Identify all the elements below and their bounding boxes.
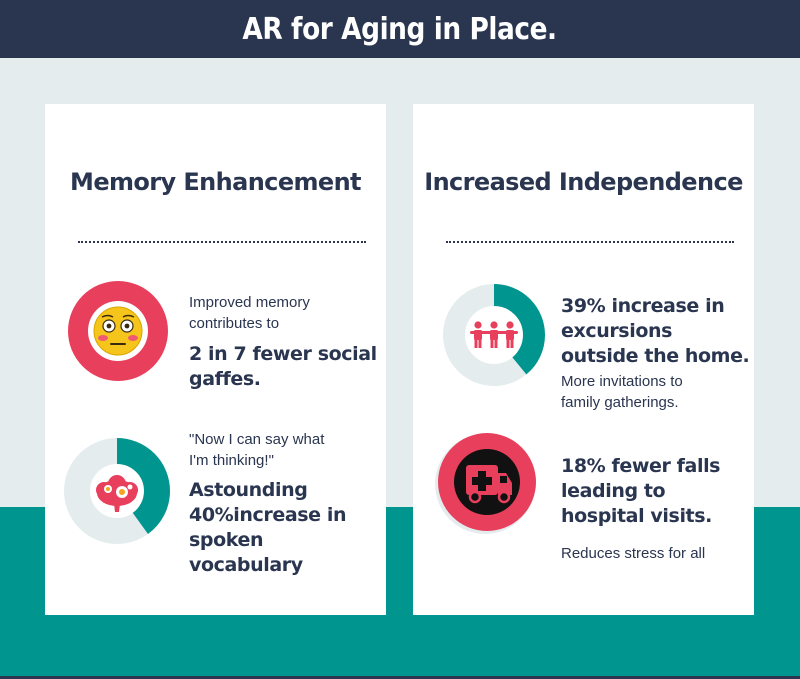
independence-item1-text: 39% increase in excursions outside the h… (561, 294, 751, 413)
vocabulary-ring (64, 438, 170, 544)
brain-flowers-icon (96, 475, 138, 512)
ambulance-badge (432, 431, 538, 537)
memory-item2-quote-line1: "Now I can say what (189, 431, 325, 448)
independence-item2-stat-line2: leading to (561, 480, 666, 502)
memory-card-title: Memory Enhancement (70, 168, 361, 196)
memory-item1-stat-line2: gaffes. (189, 368, 261, 390)
independence-item2-note: Reduces stress for all (561, 545, 706, 562)
excursions-ring-fill (443, 284, 545, 386)
independence-item2-stat-line1: 18% fewer falls (561, 455, 721, 477)
memory-item1-text: Improved memory contributes to 2 in 7 fe… (189, 292, 379, 392)
memory-item2-stat-line3: spoken (189, 529, 264, 551)
independence-item1-stat-line1: 39% increase in (561, 295, 725, 317)
ambulance-icon (466, 465, 512, 504)
embarrassed-face-icon (68, 281, 168, 381)
memory-item2-text: "Now I can say what I'm thinking!" Astou… (189, 429, 384, 578)
memory-item2-stat-line1: Astounding (189, 479, 308, 501)
bottom-border (0, 676, 800, 679)
independence-card-divider (446, 241, 734, 243)
memory-item1-intro-line1: Improved memory (189, 294, 310, 311)
memory-card-divider (78, 241, 366, 243)
memory-item1-stat-line1: 2 in 7 fewer social (189, 343, 377, 365)
independence-item1-note-line1: More invitations to (561, 373, 683, 390)
memory-item2-stat-line4: vocabulary (189, 554, 303, 576)
page-title: AR for Aging in Place. (242, 11, 558, 47)
independence-item2-text: 18% fewer falls leading to hospital visi… (561, 454, 751, 564)
increased-independence-card: Increased Independence 3 (413, 104, 754, 615)
independence-item1-stat-line3: outside the home. (561, 345, 750, 367)
independence-card-title: Increased Independence (424, 168, 743, 196)
memory-item2-stat-line2: 40%increase in (189, 504, 347, 526)
memory-enhancement-card: Memory Enhancement Improved memory contr… (45, 104, 386, 615)
embarrassed-face-badge (67, 280, 169, 382)
memory-item1-intro-line2: contributes to (189, 315, 280, 332)
excursions-ring (442, 283, 546, 387)
independence-item2-stat-line3: hospital visits. (561, 505, 712, 527)
header-bar: AR for Aging in Place. (0, 0, 800, 58)
memory-item2-quote-line2: I'm thinking!" (189, 452, 274, 469)
independence-item1-note-line2: family gatherings. (561, 394, 679, 411)
family-group-icon (470, 321, 518, 348)
vocabulary-ring-fill (64, 438, 170, 544)
independence-item1-stat-line2: excursions (561, 320, 673, 342)
